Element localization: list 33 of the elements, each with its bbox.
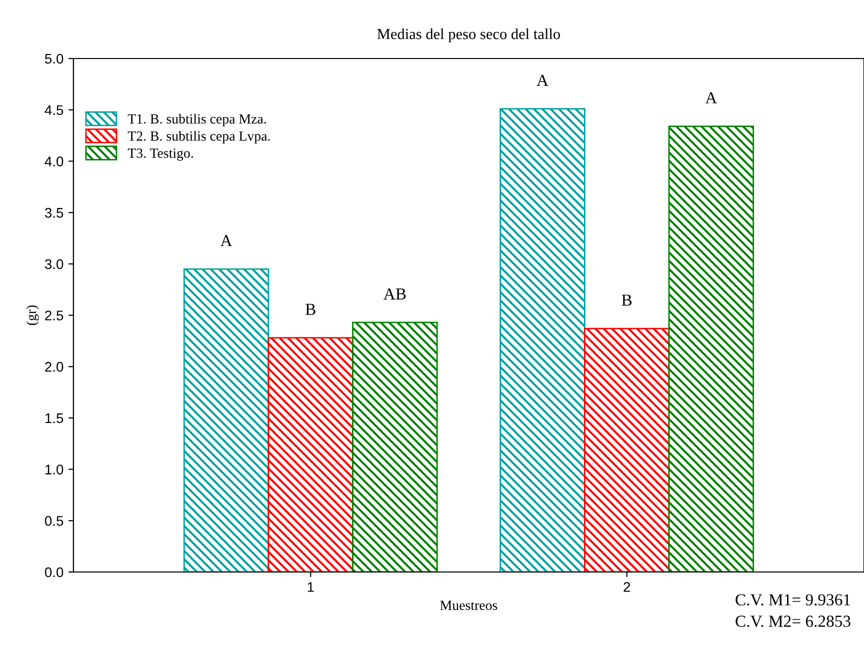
data-label: AB bbox=[384, 288, 406, 300]
y-tick-label: 4.5 bbox=[44, 105, 64, 116]
bar bbox=[668, 126, 754, 572]
y-tick-label: 4.0 bbox=[44, 156, 64, 166]
bar bbox=[268, 337, 354, 572]
legend-label: T2. B. subtilis cepa Lvpa. bbox=[128, 130, 270, 144]
y-tick-label: 0.5 bbox=[44, 516, 64, 526]
bar bbox=[352, 322, 438, 572]
y-tick-label: 2.5 bbox=[45, 310, 64, 320]
x-tick-label: 1 bbox=[308, 582, 314, 592]
x-tick-label: 2 bbox=[624, 582, 630, 592]
legend-label: T1. B. subtilis cepa Mza. bbox=[128, 114, 266, 126]
data-label: A bbox=[220, 235, 232, 246]
data-label: A bbox=[705, 92, 718, 104]
bar bbox=[500, 108, 586, 572]
y-tick-label: 0.0 bbox=[44, 567, 64, 578]
bar bbox=[183, 268, 270, 572]
y-tick-label: 2.0 bbox=[45, 362, 64, 372]
data-label: A bbox=[536, 74, 548, 86]
text: C.V. M2= 6.2853 bbox=[736, 616, 850, 627]
y-tick-label: 1.5 bbox=[45, 413, 64, 424]
legend-label: T3. Testigo. bbox=[128, 148, 193, 161]
bar bbox=[584, 328, 670, 572]
text: C.V. M1= 9.9361 bbox=[736, 594, 850, 606]
data-label: B bbox=[622, 294, 632, 306]
chart-title: Medias del peso seco del tallo bbox=[377, 28, 560, 42]
x-axis-title: Muestreos bbox=[440, 600, 498, 610]
y-tick-label: 1.0 bbox=[45, 464, 64, 474]
y-axis-title: (gr) bbox=[26, 305, 39, 326]
y-tick-label: 5.0 bbox=[44, 54, 64, 64]
data-label: B bbox=[306, 304, 316, 315]
y-tick-label: 3.5 bbox=[44, 208, 64, 218]
y-tick-label: 3.0 bbox=[44, 259, 64, 270]
